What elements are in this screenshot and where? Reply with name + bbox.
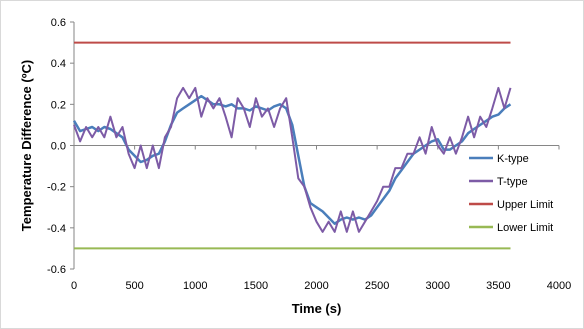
y-tick-label: 0.2 — [51, 99, 66, 111]
series-line-k-type — [72, 94, 512, 225]
y-axis-title: Temperature Difference (ºC) — [19, 60, 34, 231]
x-tick-label: 500 — [125, 280, 143, 292]
x-tick-label: 3000 — [426, 280, 450, 292]
x-tick-label: 0 — [71, 280, 77, 292]
legend-label: Upper Limit — [497, 199, 553, 211]
legend-label: K-type — [497, 153, 529, 165]
x-tick-label: 4000 — [547, 280, 571, 292]
y-tick-label: 0.0 — [51, 141, 66, 153]
y-tick-label: 0.6 — [51, 17, 66, 29]
x-tick-label: 1500 — [244, 280, 268, 292]
y-tick-label: 0.4 — [51, 58, 66, 70]
legend-label: T-type — [497, 176, 528, 188]
x-tick-label: 3500 — [486, 280, 510, 292]
legend-label: Lower Limit — [497, 222, 553, 234]
x-tick-label: 2500 — [365, 280, 389, 292]
y-tick-label: -0.6 — [47, 264, 66, 276]
axes: 0 500 1000 1500 2000 2500 3000 3500 4000 0.6 0.4 0.… — [47, 17, 571, 292]
x-tick-label: 2000 — [304, 280, 328, 292]
y-tick-label: -0.2 — [47, 182, 66, 194]
x-tick-label: 1000 — [183, 280, 207, 292]
x-axis-title: Time (s) — [292, 301, 342, 316]
series-line-t-type — [73, 86, 512, 233]
legend: K-type T-type Upper Limit Lower Limit — [469, 153, 553, 234]
y-tick-label: -0.4 — [47, 223, 66, 235]
series-lines — [72, 41, 512, 250]
